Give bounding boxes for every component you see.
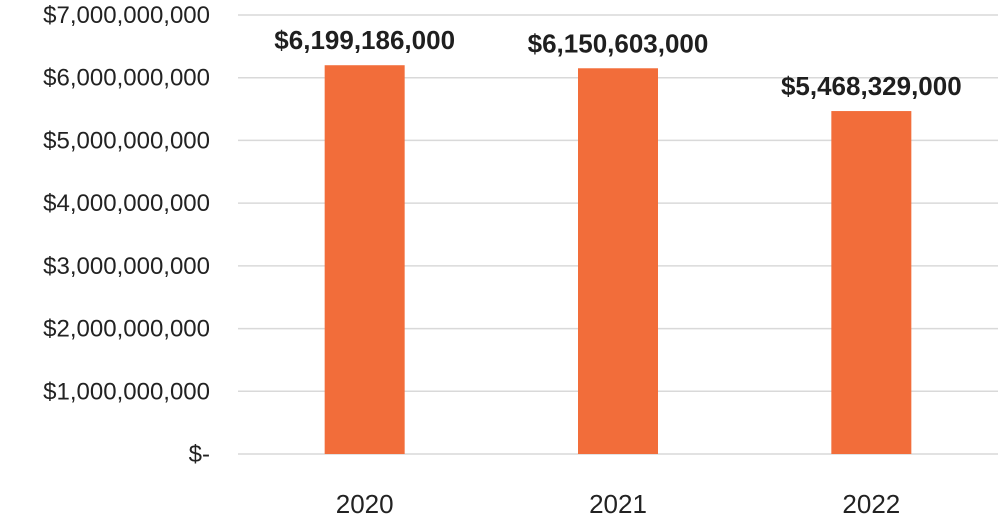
y-tick-label: $3,000,000,000 <box>43 253 210 280</box>
y-tick-label: $4,000,000,000 <box>43 190 210 217</box>
x-category-label: 2021 <box>589 489 647 519</box>
y-tick-label: $1,000,000,000 <box>43 378 210 405</box>
bar <box>324 65 405 455</box>
bars <box>324 65 912 455</box>
y-tick-label: $2,000,000,000 <box>43 316 210 343</box>
x-category-label: 2020 <box>336 489 394 519</box>
x-axis-category-labels: 2020 2021 2022 <box>336 489 901 519</box>
y-tick-label: $6,000,000,000 <box>43 65 210 92</box>
y-axis-tick-labels: $- $1,000,000,000 $2,000,000,000 $3,000,000… <box>43 2 210 468</box>
bar <box>831 111 912 455</box>
bar <box>578 68 658 455</box>
data-label: $5,468,329,000 <box>781 71 962 101</box>
data-label: $6,150,603,000 <box>528 28 709 58</box>
data-labels: $6,199,186,000 $6,150,603,000 $5,468,329,0… <box>274 25 961 101</box>
y-tick-label: $7,000,000,000 <box>43 2 210 29</box>
x-category-label: 2022 <box>842 489 900 519</box>
data-label: $6,199,186,000 <box>274 25 455 55</box>
y-tick-label: $5,000,000,000 <box>43 127 210 154</box>
y-tick-label: $- <box>189 441 210 468</box>
